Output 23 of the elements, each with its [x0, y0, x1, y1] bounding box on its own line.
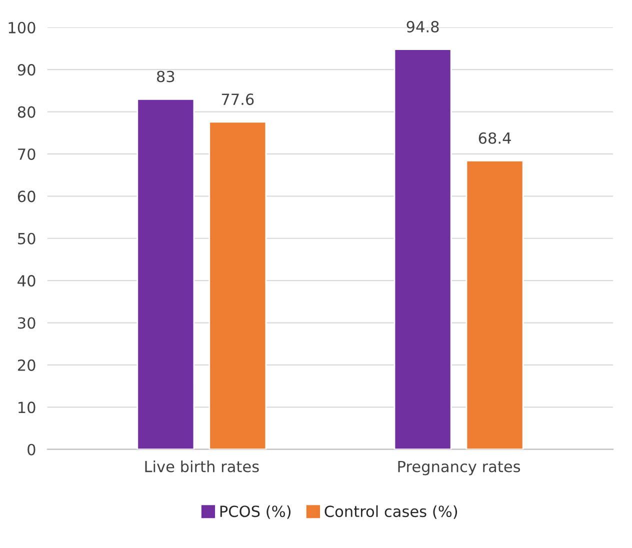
data-label: 68.4	[478, 132, 511, 144]
y-tick-label: 80	[18, 106, 36, 118]
data-label: 94.8	[406, 20, 439, 32]
x-tick-label: Live birth rates	[145, 460, 259, 472]
y-tick-label: 60	[18, 190, 36, 202]
y-tick-label: 0	[28, 444, 36, 456]
bar	[208, 121, 267, 450]
data-label: 77.6	[222, 94, 254, 106]
y-tick-label: 10	[18, 402, 36, 414]
legend-label: Control cases (%)	[324, 505, 458, 519]
y-tick-label: 100	[8, 22, 36, 34]
y-tick-label: 50	[18, 232, 36, 244]
x-tick-label: Pregnancy rates	[398, 460, 520, 476]
y-tick-label: 20	[18, 359, 36, 371]
data-label: 83	[156, 70, 174, 82]
legend-label: PCOS (%)	[220, 505, 290, 519]
y-tick-label: 30	[18, 317, 36, 329]
bar	[136, 98, 195, 450]
y-tick-label: 90	[18, 64, 36, 76]
y-tick-label: 40	[18, 275, 36, 287]
bar	[466, 160, 524, 450]
bar	[394, 48, 452, 450]
y-tick-label: 70	[18, 148, 36, 160]
